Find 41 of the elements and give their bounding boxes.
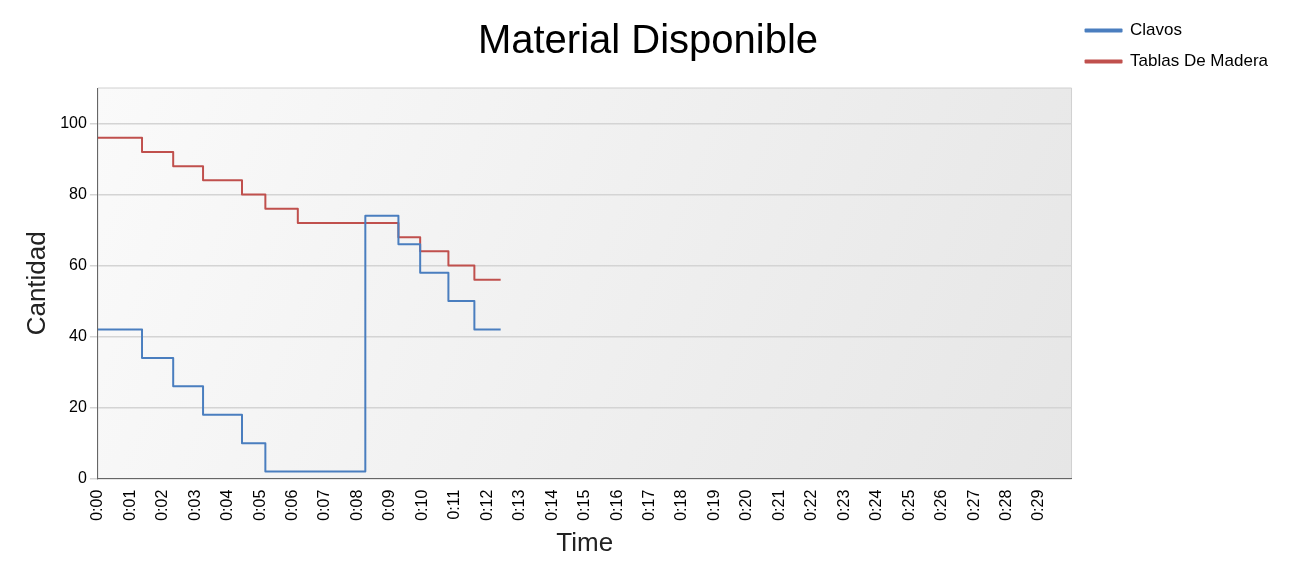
x-tick-label: 0:04 [218, 489, 236, 521]
x-tick-label: 0:20 [737, 489, 755, 521]
x-tick-label: 0:24 [867, 489, 885, 521]
x-tick-label: 0:18 [672, 489, 690, 521]
x-tick-label: 0:05 [250, 489, 268, 521]
x-tick-label: 0:22 [802, 489, 820, 521]
x-tick-label: 0:14 [542, 489, 560, 521]
y-tick-label: 100 [60, 113, 87, 131]
x-tick-label: 0:01 [120, 489, 138, 521]
x-tick-label: 0:13 [510, 489, 528, 521]
x-tick-label: 0:29 [1029, 489, 1047, 521]
x-tick-label: 0:26 [932, 489, 950, 521]
x-tick-label: 0:23 [834, 489, 852, 521]
x-tick-label: 0:08 [347, 489, 365, 521]
x-axis-title: Time [556, 526, 614, 557]
y-axis-title: Cantidad [20, 231, 51, 336]
y-tick-label: 60 [69, 255, 87, 273]
x-tick-label: 0:06 [283, 489, 301, 521]
x-tick-label: 0:10 [412, 489, 430, 521]
x-tick-label: 0:21 [769, 489, 787, 521]
x-tick-label: 0:25 [899, 489, 917, 521]
y-tick-label: 20 [69, 398, 87, 416]
y-tick-label: 0 [77, 469, 87, 487]
x-tick-label: 0:09 [380, 489, 398, 521]
x-tick-label: 0:00 [88, 489, 106, 521]
x-tick-label: 0:17 [640, 489, 658, 521]
x-tick-label: 0:27 [964, 489, 982, 521]
x-tick-label: 0:03 [185, 489, 203, 521]
x-tick-label: 0:11 [445, 489, 463, 520]
x-tick-label: 0:19 [704, 489, 722, 521]
chart-title: Material Disponible [477, 17, 819, 62]
legend-label: Tablas De Madera [1130, 51, 1269, 71]
x-tick-label: 0:16 [607, 489, 625, 521]
x-tick-label: 0:02 [153, 489, 171, 521]
y-tick-label: 80 [69, 184, 87, 202]
x-tick-label: 0:15 [575, 489, 593, 521]
legend-label: Clavos [1130, 20, 1183, 40]
y-tick-label: 40 [69, 327, 87, 345]
x-tick-label: 0:12 [477, 489, 495, 521]
x-tick-label: 0:07 [315, 489, 333, 521]
x-tick-label: 0:28 [997, 489, 1015, 521]
